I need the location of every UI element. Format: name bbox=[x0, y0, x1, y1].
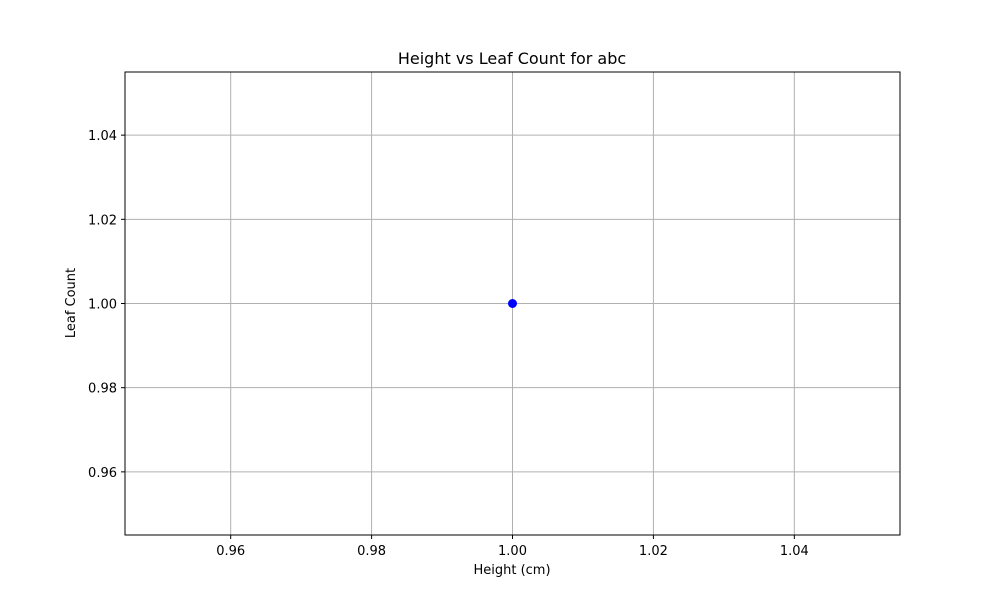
y-tick-label: 0.98 bbox=[88, 382, 117, 397]
x-axis-label: Height (cm) bbox=[473, 563, 550, 578]
x-tick-label: 1.00 bbox=[498, 544, 527, 559]
axis-ticks: 0.96 0.98 1.00 1.02 1.04 0.96 0.98 1.00 1.02 1.04 bbox=[88, 129, 809, 559]
y-tick-label: 1.04 bbox=[88, 129, 117, 144]
scatter-point bbox=[508, 299, 517, 308]
y-tick-label: 0.96 bbox=[88, 466, 117, 481]
x-tick-label: 1.04 bbox=[780, 544, 809, 559]
y-tick-label: 1.02 bbox=[88, 213, 117, 228]
grid bbox=[125, 72, 900, 535]
y-tick-label: 1.00 bbox=[88, 298, 117, 313]
chart-title: Height vs Leaf Count for abc bbox=[398, 49, 626, 68]
x-tick-label: 1.02 bbox=[639, 544, 668, 559]
x-tick-label: 0.96 bbox=[216, 544, 245, 559]
data-points bbox=[508, 299, 517, 308]
x-tick-label: 0.98 bbox=[357, 544, 386, 559]
y-axis-label: Leaf Count bbox=[64, 268, 79, 338]
